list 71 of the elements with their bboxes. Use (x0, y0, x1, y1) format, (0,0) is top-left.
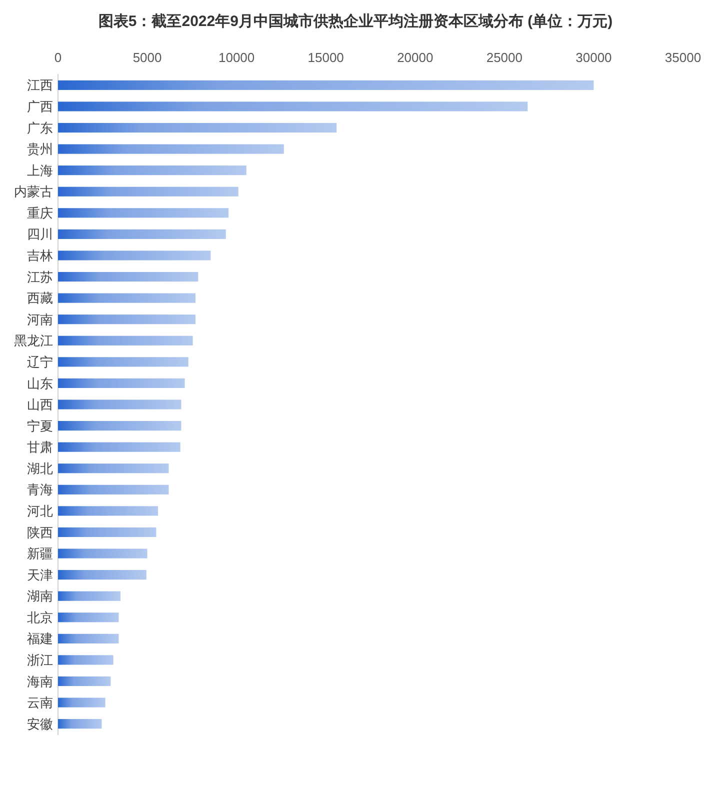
y-tick-label: 四川 (27, 226, 53, 242)
x-tick-label: 5000 (132, 50, 162, 65)
bar (58, 612, 119, 622)
y-tick-label: 天津 (27, 567, 53, 582)
bar (58, 527, 156, 538)
bar (58, 400, 182, 410)
y-tick-label: 山东 (27, 376, 53, 391)
bar (58, 272, 198, 282)
x-tick-label: 25000 (486, 50, 523, 65)
y-tick-label: 辽宁 (27, 354, 53, 370)
bar (58, 166, 246, 176)
y-tick-label: 云南 (27, 695, 53, 710)
y-tick-label: 山西 (27, 397, 53, 412)
bar (58, 464, 169, 474)
x-tick-label: 35000 (664, 50, 702, 65)
bar (58, 655, 114, 665)
y-tick-label: 新疆 (27, 546, 53, 562)
x-tick-label: 20000 (397, 50, 434, 65)
bar (58, 484, 169, 494)
bar (58, 229, 226, 239)
y-tick-label: 江西 (27, 78, 53, 93)
y-tick-label: 浙江 (27, 652, 53, 668)
x-tick-label: 0 (54, 50, 62, 65)
bar (58, 698, 106, 708)
y-tick-label: 福建 (27, 631, 53, 646)
x-tick-label: 30000 (576, 50, 612, 65)
y-tick-label: 宁夏 (27, 418, 53, 434)
y-tick-label: 青海 (27, 482, 53, 498)
bar (58, 80, 594, 90)
bar (58, 506, 158, 516)
y-tick-label: 黑龙江 (14, 333, 53, 348)
bar (58, 144, 284, 154)
x-tick-label: 15000 (308, 50, 344, 65)
bar (58, 102, 528, 112)
bar (58, 250, 211, 260)
y-tick-label: 陕西 (27, 524, 53, 540)
bar (58, 548, 148, 558)
bar (58, 122, 337, 133)
y-tick-label: 河北 (27, 503, 53, 518)
y-tick-label: 广西 (27, 99, 53, 114)
y-tick-label: 上海 (27, 162, 53, 178)
x-tick-label: 10000 (218, 50, 255, 65)
y-tick-label: 湖北 (27, 460, 53, 476)
bar (58, 591, 120, 601)
y-tick-label: 安徽 (27, 716, 53, 732)
y-tick-label: 北京 (27, 610, 53, 625)
y-tick-label: 广东 (27, 120, 53, 136)
y-tick-label: 西藏 (27, 290, 53, 306)
bar (58, 293, 196, 303)
y-tick-label: 江苏 (27, 269, 53, 284)
y-tick-label: 甘肃 (27, 440, 53, 455)
y-tick-label: 吉林 (27, 248, 53, 264)
bar (58, 208, 229, 218)
bar (58, 336, 193, 346)
y-tick-label: 内蒙古 (14, 184, 53, 200)
bar (58, 570, 146, 580)
y-tick-label: 贵州 (27, 142, 53, 157)
bar (58, 186, 238, 196)
bar (58, 676, 111, 686)
bar (58, 719, 102, 729)
y-tick-label: 重庆 (27, 205, 53, 220)
bar (58, 634, 119, 644)
y-tick-label: 海南 (27, 674, 53, 689)
bar (58, 421, 182, 431)
bar (58, 314, 196, 324)
bar (58, 442, 180, 452)
bar (58, 378, 185, 388)
y-tick-label: 湖南 (27, 588, 53, 604)
bar (58, 357, 188, 367)
chart-title: 图表5：截至2022年9月中国城市供热企业平均注册资本区域分布 (单位：万元) (98, 12, 613, 30)
y-tick-label: 河南 (27, 312, 53, 327)
